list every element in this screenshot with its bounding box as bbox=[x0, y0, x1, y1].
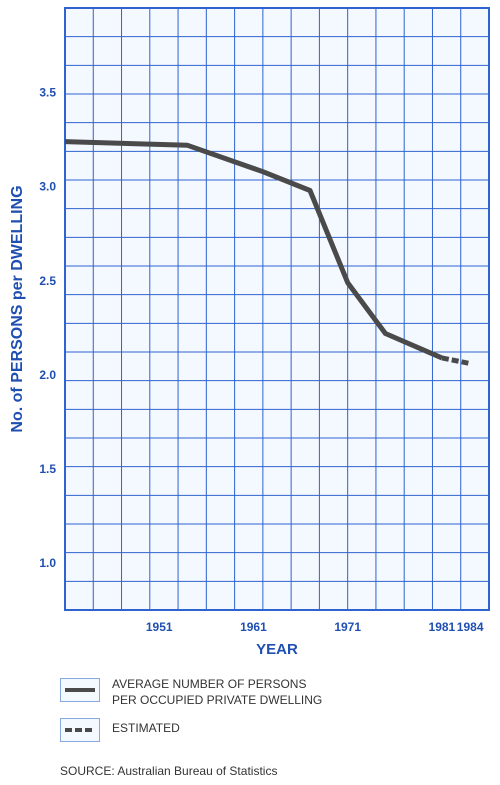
legend-estimated-text: ESTIMATED bbox=[112, 721, 180, 735]
source-note: SOURCE: Australian Bureau of Statistics bbox=[60, 764, 277, 778]
chart: 1.01.52.02.53.03.5 1951 1961 1971 1981 1984 … bbox=[9, 7, 490, 658]
y-tick-label: 2.0 bbox=[39, 368, 56, 382]
source-text: Australian Bureau of Statistics bbox=[117, 764, 278, 778]
x-tick-label: 1981 bbox=[429, 620, 456, 634]
x-axis-title: YEAR bbox=[256, 641, 298, 658]
legend-solid-label-line2: PER OCCUPIED PRIVATE DWELLING bbox=[112, 693, 323, 707]
legend-estimated-label: ESTIMATED bbox=[112, 720, 412, 736]
x-tick-label: 1961 bbox=[240, 620, 267, 634]
y-tick-label: 1.0 bbox=[39, 556, 56, 570]
y-tick-labels: 1.0 1.5 2.0 2.5 3.0 3.5 bbox=[39, 86, 56, 570]
plot-frame bbox=[64, 7, 490, 611]
y-tick-label: 3.0 bbox=[39, 180, 56, 194]
x-tick-label: 1984 bbox=[457, 620, 484, 634]
x-tick-label: 1971 bbox=[334, 620, 361, 634]
estimated-series-line bbox=[441, 355, 471, 367]
source-prefix: SOURCE: bbox=[60, 764, 115, 778]
legend-estimated-swatch bbox=[60, 718, 100, 742]
y-tick-label: 2.5 bbox=[39, 274, 56, 288]
y-axis-title: No. of PERSONS per DWELLING bbox=[9, 185, 26, 432]
legend-solid-swatch bbox=[60, 678, 100, 702]
plot-background bbox=[65, 8, 489, 610]
y-tick-label: 3.5 bbox=[39, 86, 56, 100]
series-layer bbox=[64, 139, 471, 367]
grid bbox=[65, 8, 489, 610]
x-tick-labels: 1951 1961 1971 1981 1984 bbox=[146, 620, 484, 634]
legend-solid-label: AVERAGE NUMBER OF PERSONS PER OCCUPIED P… bbox=[112, 676, 412, 708]
y-tick-label: 1.5 bbox=[39, 462, 56, 476]
legend-solid-label-line1: AVERAGE NUMBER OF PERSONS bbox=[112, 677, 307, 691]
x-tick-label: 1951 bbox=[146, 620, 173, 634]
